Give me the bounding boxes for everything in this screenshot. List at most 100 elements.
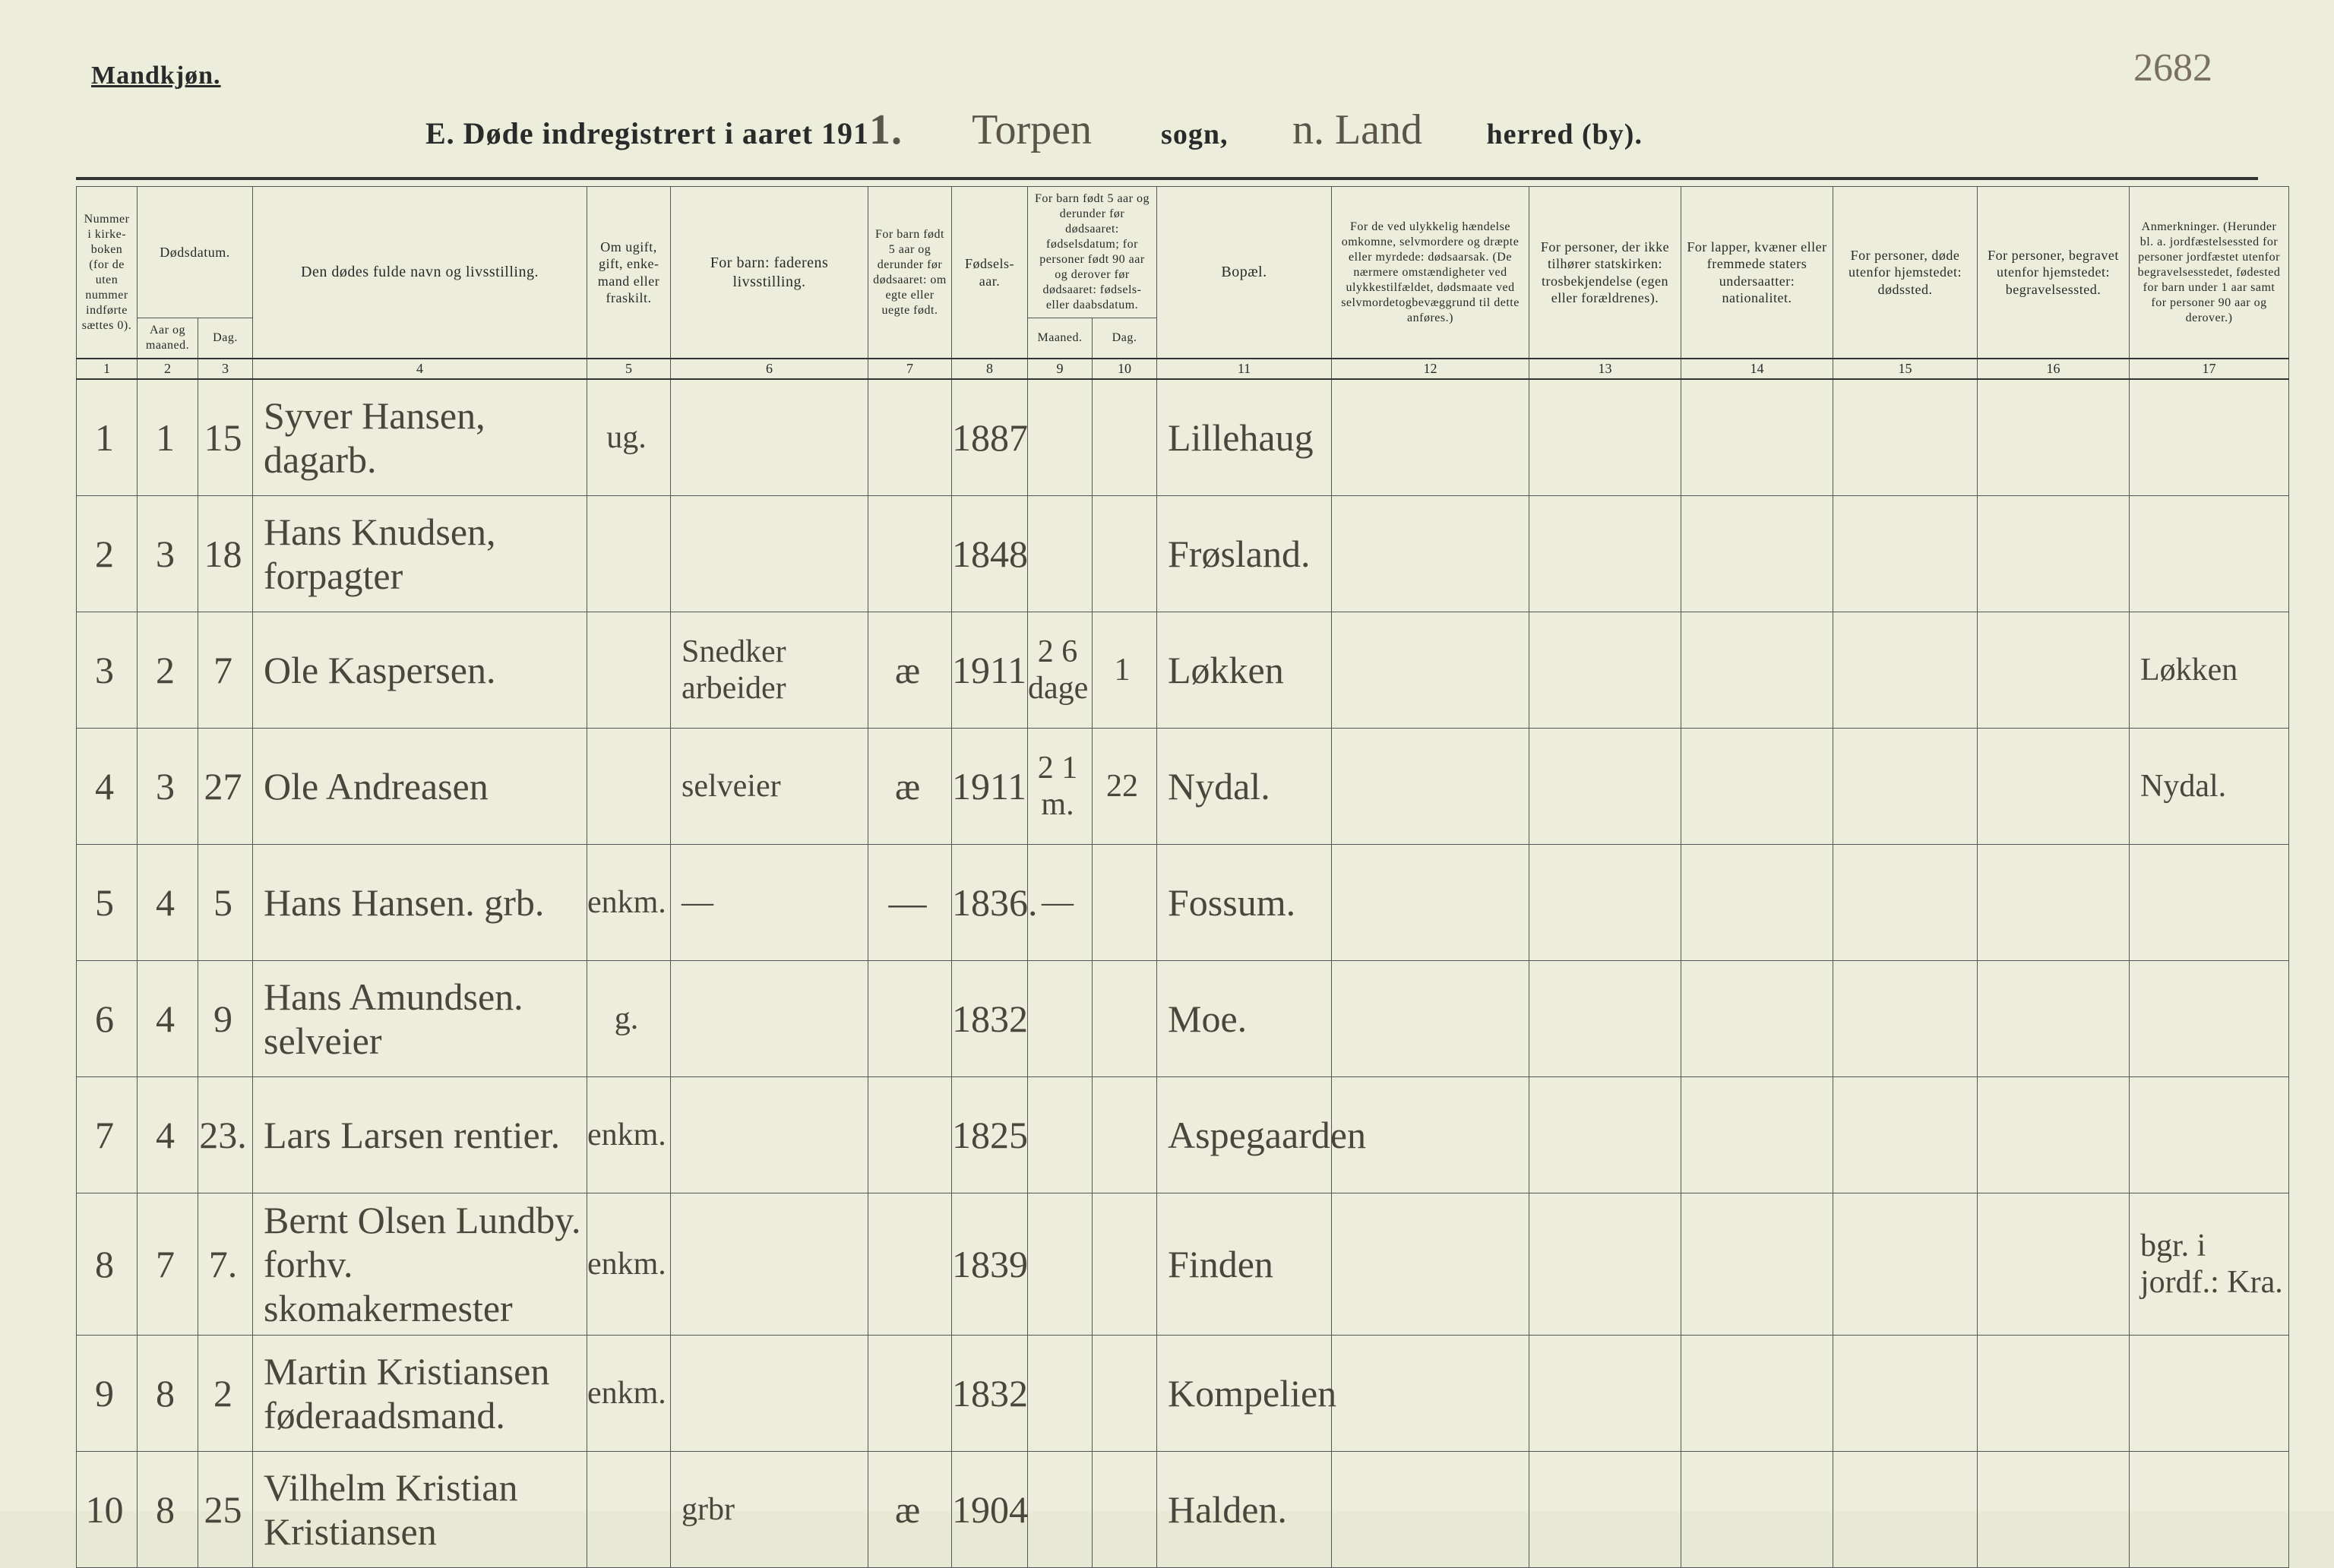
col-9-10-header-top: For barn født 5 aar og der­under før død…	[1028, 187, 1157, 318]
herred-value: n. Land	[1258, 106, 1456, 154]
colnum: 1	[77, 359, 138, 379]
colnum: 12	[1332, 359, 1529, 379]
sogn-label: sogn,	[1161, 118, 1228, 151]
cell-14	[1681, 1077, 1833, 1193]
cell-13	[1529, 496, 1681, 612]
year-suffix: 1.	[869, 106, 903, 154]
table-row: 4 3 27 Ole Andreasen selveier æ 1911 2 1…	[77, 729, 2289, 845]
cell-birthyear: 1832	[952, 1336, 1028, 1452]
cell-bopael: Kompelien	[1157, 1336, 1332, 1452]
cell-father: grbr	[671, 1452, 868, 1568]
cell-14	[1681, 961, 1833, 1077]
table-row: 2 3 18 Hans Knudsen, forpagter 1848 Frøs…	[77, 496, 2289, 612]
col-11-header: Bopæl.	[1157, 187, 1332, 359]
cell-bday: 1	[1093, 612, 1157, 729]
cell-month: 8	[138, 1452, 198, 1568]
cell-month: 2	[138, 612, 198, 729]
cell-father	[671, 961, 868, 1077]
cell-14	[1681, 845, 1833, 961]
cell-bmonth	[1028, 1336, 1093, 1452]
cell-bopael: Fossum.	[1157, 845, 1332, 961]
cell-civil: enkm.	[587, 845, 671, 961]
cell-12	[1332, 612, 1529, 729]
cell-bmonth: 2 6 dage	[1028, 612, 1093, 729]
cell-bopael: Nydal.	[1157, 729, 1332, 845]
colnum: 10	[1093, 359, 1157, 379]
register-table: Nummer i kirke­boken (for de uten nummer…	[76, 186, 2289, 1568]
cell-15	[1833, 496, 1978, 612]
cell-num: 10	[77, 1452, 138, 1568]
cell-civil: enkm.	[587, 1193, 671, 1336]
cell-bopael: Frøsland.	[1157, 496, 1332, 612]
cell-12	[1332, 961, 1529, 1077]
cell-bday	[1093, 961, 1157, 1077]
colnum: 17	[2130, 359, 2289, 379]
cell-day: 7.	[198, 1193, 253, 1336]
cell-12	[1332, 379, 1529, 496]
colnum: 8	[952, 359, 1028, 379]
cell-bopael: Aspegaarden	[1157, 1077, 1332, 1193]
col-14-header: For lapper, kvæner eller fremmede stater…	[1681, 187, 1833, 359]
cell-14	[1681, 379, 1833, 496]
cell-num: 5	[77, 845, 138, 961]
col-4-header: Den dødes fulde navn og livsstilling.	[253, 187, 587, 359]
cell-13	[1529, 961, 1681, 1077]
cell-16	[1978, 845, 2130, 961]
cell-15	[1833, 379, 1978, 496]
cell-birthyear: 1911	[952, 729, 1028, 845]
cell-month: 4	[138, 845, 198, 961]
cell-num: 9	[77, 1336, 138, 1452]
cell-bday	[1093, 1336, 1157, 1452]
cell-14	[1681, 1452, 1833, 1568]
cell-12	[1332, 1193, 1529, 1336]
cell-bday: 22	[1093, 729, 1157, 845]
table-row: 7 4 23. Lars Larsen rentier. enkm. 1825 …	[77, 1077, 2289, 1193]
cell-father	[671, 496, 868, 612]
table-row: 5 4 5 Hans Hansen. grb. enkm. — — 1836. …	[77, 845, 2289, 961]
colnum: 9	[1028, 359, 1093, 379]
cell-legit: æ	[868, 729, 952, 845]
col-7-header: For barn født 5 aar og derunder før døds…	[868, 187, 952, 359]
cell-legit	[868, 1077, 952, 1193]
cell-name: Lars Larsen rentier.	[253, 1077, 587, 1193]
col-10-header: Dag.	[1093, 318, 1157, 359]
cell-civil	[587, 496, 671, 612]
cell-num: 8	[77, 1193, 138, 1336]
colnum: 5	[587, 359, 671, 379]
col-8-header: Fødsels-aar.	[952, 187, 1028, 359]
table-row: 9 8 2 Martin Kristiansen føderaadsmand. …	[77, 1336, 2289, 1452]
cell-bmonth	[1028, 496, 1093, 612]
cell-13	[1529, 845, 1681, 961]
cell-legit	[868, 1193, 952, 1336]
cell-birthyear: 1825	[952, 1077, 1028, 1193]
gender-heading: Mandkjøn.	[91, 62, 221, 90]
title-line: E. Døde indregistrert i aaret 1911. Torp…	[76, 98, 2258, 177]
cell-bday	[1093, 379, 1157, 496]
cell-14	[1681, 496, 1833, 612]
cell-12	[1332, 729, 1529, 845]
cell-father	[671, 1077, 868, 1193]
cell-father: Snedker arbeider	[671, 612, 868, 729]
cell-16	[1978, 612, 2130, 729]
cell-day: 15	[198, 379, 253, 496]
cell-father: selveier	[671, 729, 868, 845]
cell-13	[1529, 1336, 1681, 1452]
cell-birthyear: 1911	[952, 612, 1028, 729]
cell-birthyear: 1836.	[952, 845, 1028, 961]
cell-13	[1529, 1077, 1681, 1193]
cell-month: 4	[138, 1077, 198, 1193]
cell-16	[1978, 496, 2130, 612]
cell-father: —	[671, 845, 868, 961]
colnum: 3	[198, 359, 253, 379]
cell-17	[2130, 961, 2289, 1077]
col-13-header: For personer, der ikke tilhører statskir…	[1529, 187, 1681, 359]
cell-12	[1332, 1336, 1529, 1452]
colnum: 14	[1681, 359, 1833, 379]
colnum: 7	[868, 359, 952, 379]
col-2-3-header-top: Dødsdatum.	[138, 187, 253, 318]
cell-name: Hans Knudsen, forpagter	[253, 496, 587, 612]
cell-name: Ole Kaspersen.	[253, 612, 587, 729]
cell-bopael: Løkken	[1157, 612, 1332, 729]
cell-name: Syver Hansen, dagarb.	[253, 379, 587, 496]
cell-17	[2130, 379, 2289, 496]
